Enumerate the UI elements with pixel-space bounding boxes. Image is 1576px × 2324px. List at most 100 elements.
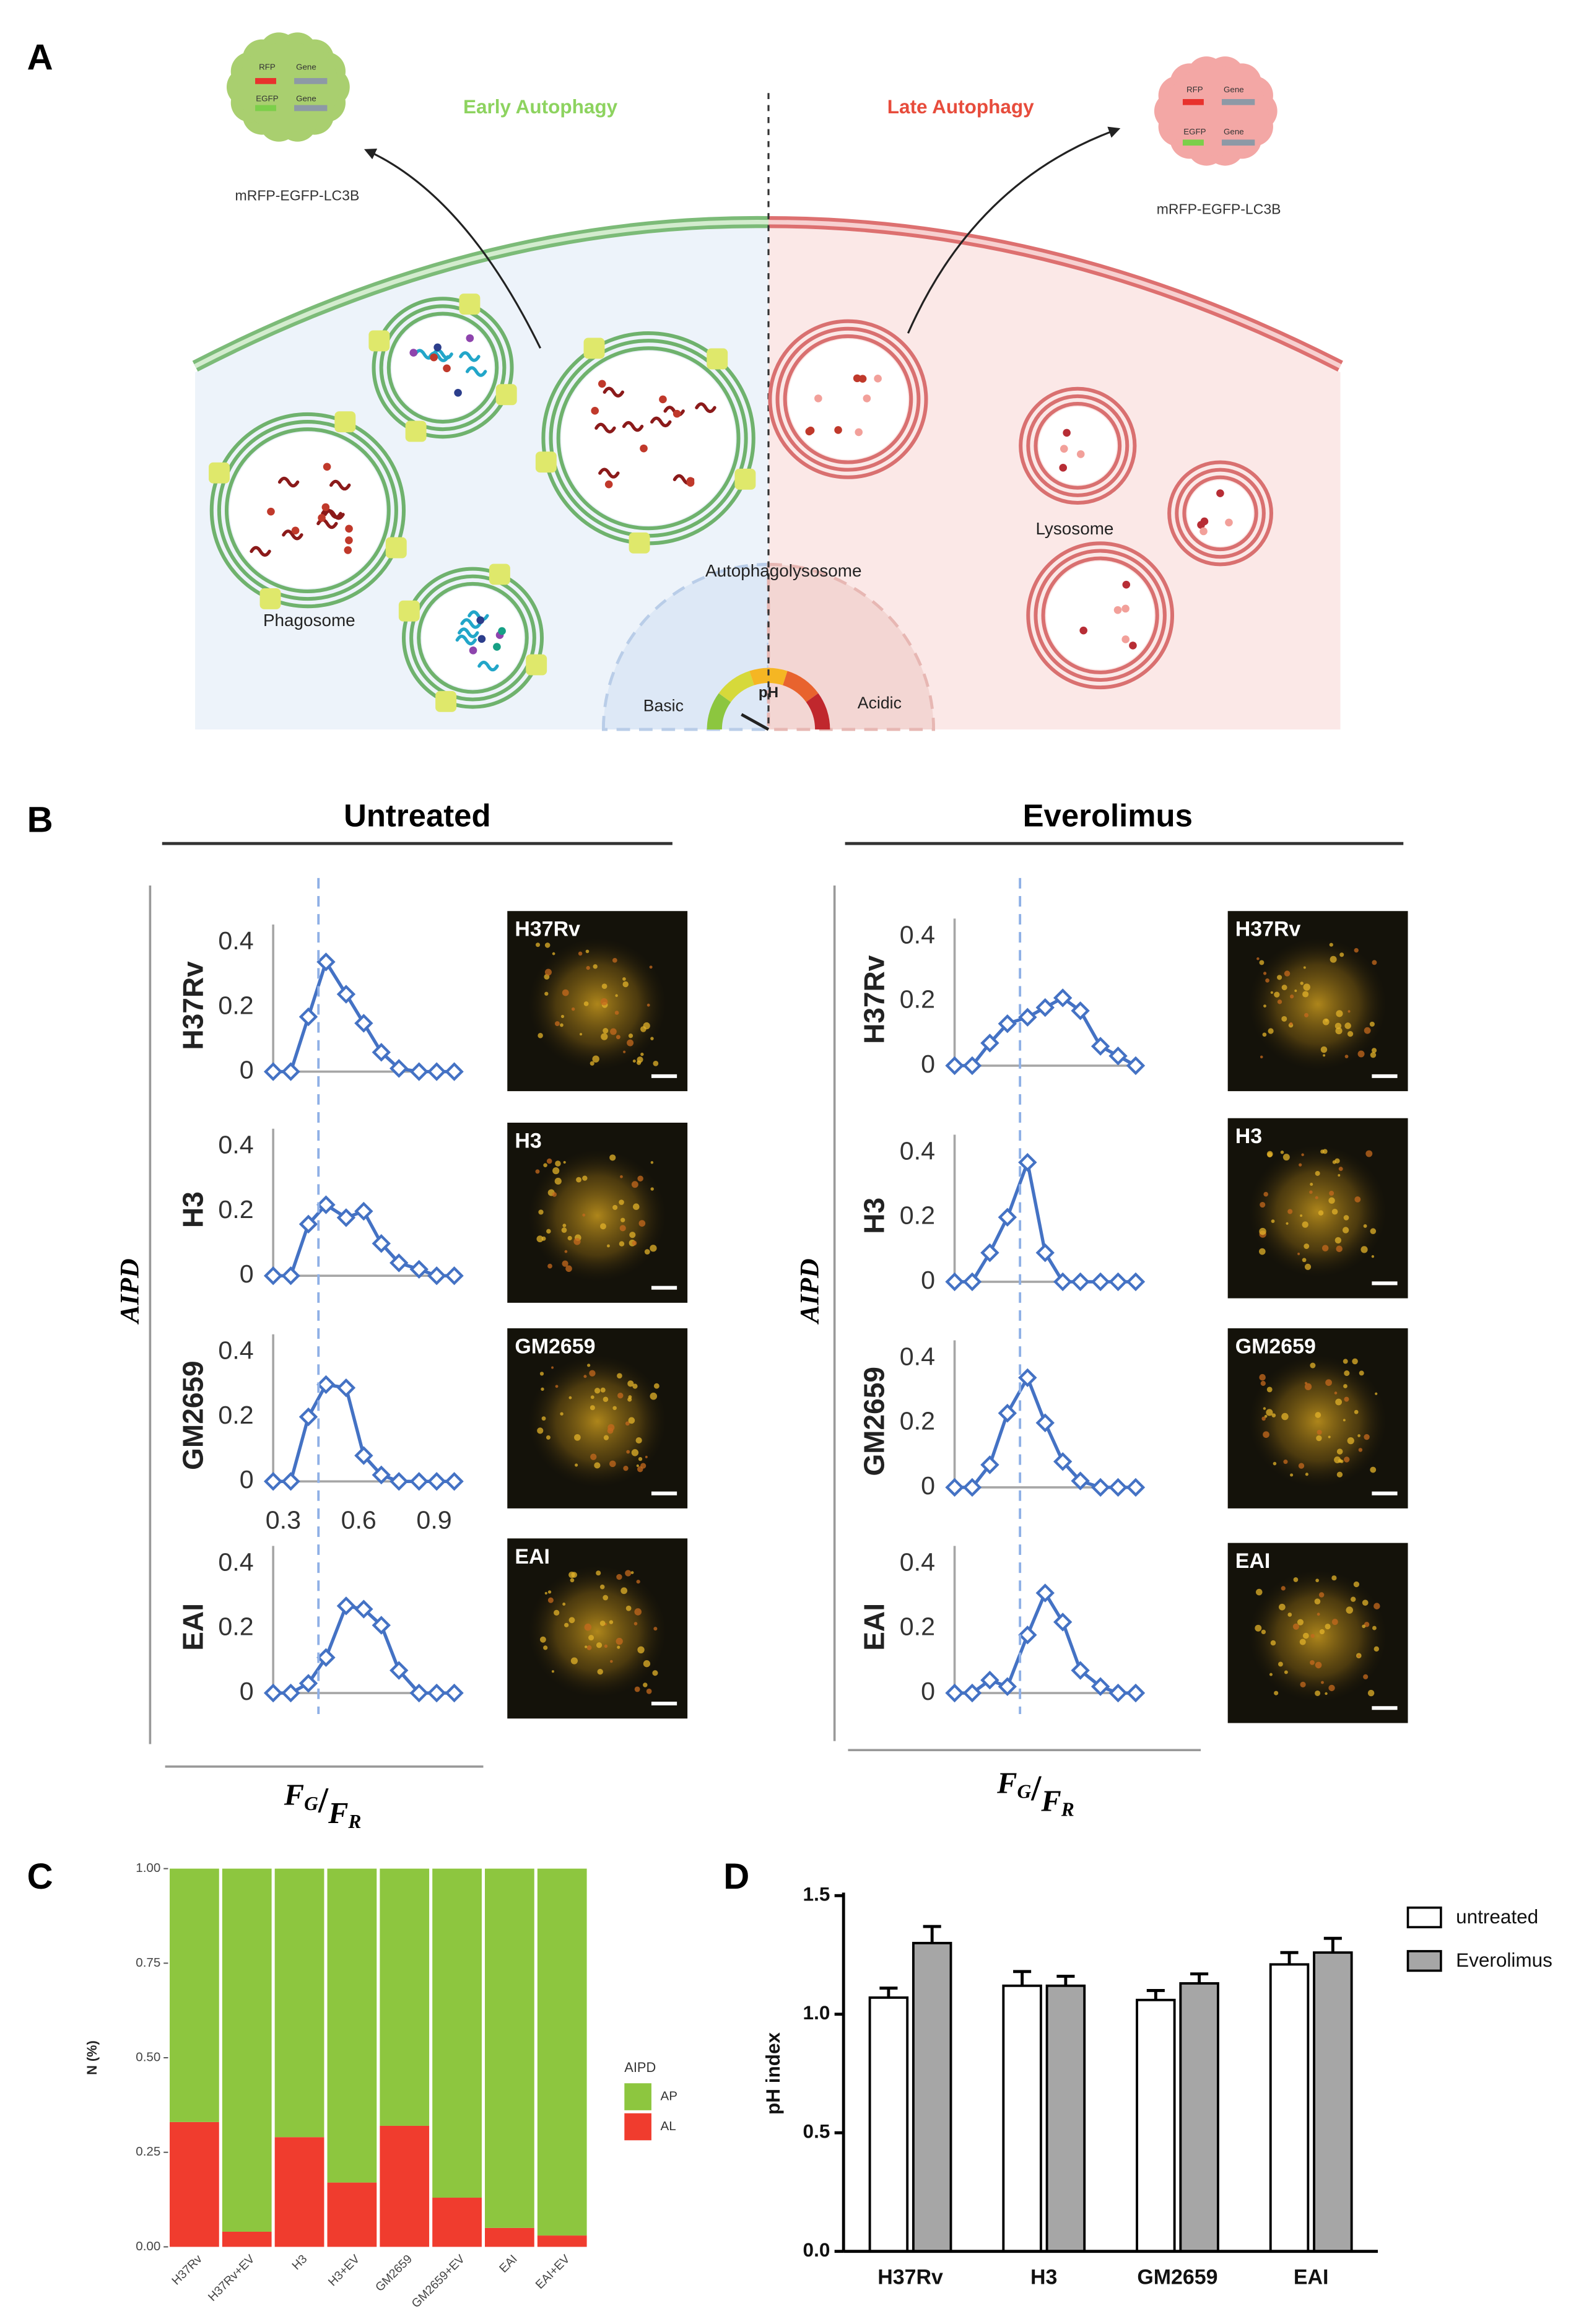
micrograph-speck bbox=[604, 1644, 608, 1648]
y-tick-label: 0 bbox=[921, 1677, 935, 1705]
data-point bbox=[427, 1062, 446, 1081]
micrograph-speck bbox=[619, 1225, 626, 1232]
panel-label: B bbox=[27, 800, 53, 840]
y-tick-label: 0 bbox=[240, 1677, 254, 1705]
micrograph-speck bbox=[555, 1160, 561, 1167]
micrograph-speck bbox=[578, 951, 583, 956]
micrograph-speck bbox=[623, 1050, 626, 1053]
data-point bbox=[1035, 998, 1055, 1017]
micrograph-speck bbox=[617, 1393, 624, 1399]
micrograph-speck bbox=[1328, 1684, 1335, 1692]
data-point bbox=[1071, 1471, 1090, 1491]
micrograph-speck bbox=[1343, 1215, 1349, 1221]
micrograph-speck bbox=[1274, 991, 1280, 998]
y-tick-label: 0.4 bbox=[218, 1131, 253, 1159]
micrograph-speck bbox=[1340, 1460, 1344, 1463]
micrograph-speck bbox=[562, 989, 569, 996]
data-point bbox=[298, 1214, 318, 1234]
micrograph-speck bbox=[645, 1455, 648, 1458]
data-point bbox=[427, 1266, 446, 1286]
particle bbox=[1199, 527, 1208, 536]
bar bbox=[1045, 1984, 1086, 2253]
micrograph-speck bbox=[631, 1181, 638, 1188]
micrograph-speck bbox=[1371, 1255, 1375, 1258]
micrograph-speck bbox=[539, 1636, 546, 1643]
micrograph-speck bbox=[1297, 1252, 1300, 1255]
image-label: H3 bbox=[515, 1129, 541, 1152]
row-label: GM2659 bbox=[858, 1367, 890, 1476]
micrograph-speck bbox=[637, 1466, 643, 1473]
micrograph-speck bbox=[544, 991, 549, 996]
data-point bbox=[1091, 1677, 1110, 1696]
particle bbox=[858, 375, 867, 383]
particle bbox=[409, 349, 418, 357]
particle bbox=[476, 616, 485, 624]
bacterium bbox=[459, 351, 481, 362]
micrograph-speck bbox=[1263, 1407, 1266, 1410]
micrograph-speck bbox=[544, 1591, 547, 1595]
data-point bbox=[372, 1465, 391, 1485]
vesicle-membrane bbox=[1034, 401, 1122, 490]
micrograph-speck bbox=[643, 1660, 651, 1668]
micrograph-signal bbox=[1248, 1570, 1387, 1702]
data-point bbox=[1108, 1478, 1128, 1497]
legend-title: AIPD bbox=[624, 2060, 656, 2075]
legend-swatch bbox=[1406, 1950, 1442, 1972]
bacterium bbox=[282, 529, 303, 541]
bar-segment bbox=[222, 1868, 272, 2232]
image-label: H37Rv bbox=[1235, 918, 1301, 941]
path-shape bbox=[749, 668, 788, 685]
micrograph-speck bbox=[575, 1463, 578, 1467]
bar-segment bbox=[327, 1868, 377, 2183]
micrograph-speck bbox=[561, 1227, 567, 1233]
micrograph-speck bbox=[554, 1177, 562, 1185]
gene-bar bbox=[294, 78, 328, 84]
vesicle-membrane bbox=[1026, 394, 1130, 497]
micrograph-speck bbox=[1292, 1623, 1300, 1630]
micrograph-speck bbox=[1365, 1150, 1373, 1157]
x-title-part: F bbox=[996, 1767, 1017, 1800]
lc3-marker bbox=[526, 654, 547, 676]
y-tick-label: 0 bbox=[240, 1465, 254, 1494]
gene-bar bbox=[255, 105, 276, 111]
micrograph-speck bbox=[541, 1236, 546, 1241]
protein-blob bbox=[1164, 66, 1267, 157]
micrograph-speck bbox=[649, 965, 653, 969]
bacterium bbox=[277, 476, 300, 488]
micrograph-signal bbox=[1248, 1145, 1387, 1277]
particle bbox=[267, 507, 275, 516]
x-title-part: G bbox=[304, 1793, 318, 1814]
micrograph-speck bbox=[554, 1609, 560, 1616]
y-tick-label: 0.4 bbox=[900, 920, 935, 949]
y-tick-label: 0.0 bbox=[803, 2239, 830, 2261]
micrograph-speck bbox=[586, 965, 590, 970]
micrograph-speck bbox=[1281, 985, 1287, 991]
micrograph-speck bbox=[568, 1572, 575, 1578]
micrograph-speck bbox=[1256, 957, 1260, 960]
micrograph-speck bbox=[652, 1670, 658, 1676]
micrograph-speck bbox=[1317, 1430, 1322, 1435]
ph-gauge bbox=[707, 668, 830, 731]
data-point bbox=[998, 1403, 1017, 1423]
micrograph-speck bbox=[1302, 1632, 1309, 1639]
micrograph-speck bbox=[1259, 1373, 1266, 1381]
micrograph-speck bbox=[644, 1249, 650, 1255]
particle bbox=[686, 479, 695, 487]
micrograph-speck bbox=[1262, 1032, 1267, 1037]
gene-label: EGFP bbox=[1183, 127, 1206, 136]
data-point bbox=[409, 1472, 429, 1491]
micrograph-speck bbox=[632, 1383, 638, 1389]
data-point bbox=[427, 1472, 446, 1491]
data-point bbox=[1126, 1056, 1146, 1076]
micrograph-speck bbox=[590, 1061, 594, 1066]
lc3-marker bbox=[209, 462, 230, 484]
bacterium bbox=[603, 386, 625, 398]
line-shape bbox=[741, 713, 770, 731]
vesicle-lumen bbox=[788, 339, 908, 459]
ph-label: pH bbox=[759, 684, 778, 701]
vesicle-membrane bbox=[783, 334, 913, 464]
micrograph-speck bbox=[552, 1192, 557, 1197]
lc3-marker bbox=[734, 468, 756, 490]
bar-segment bbox=[170, 2122, 219, 2247]
